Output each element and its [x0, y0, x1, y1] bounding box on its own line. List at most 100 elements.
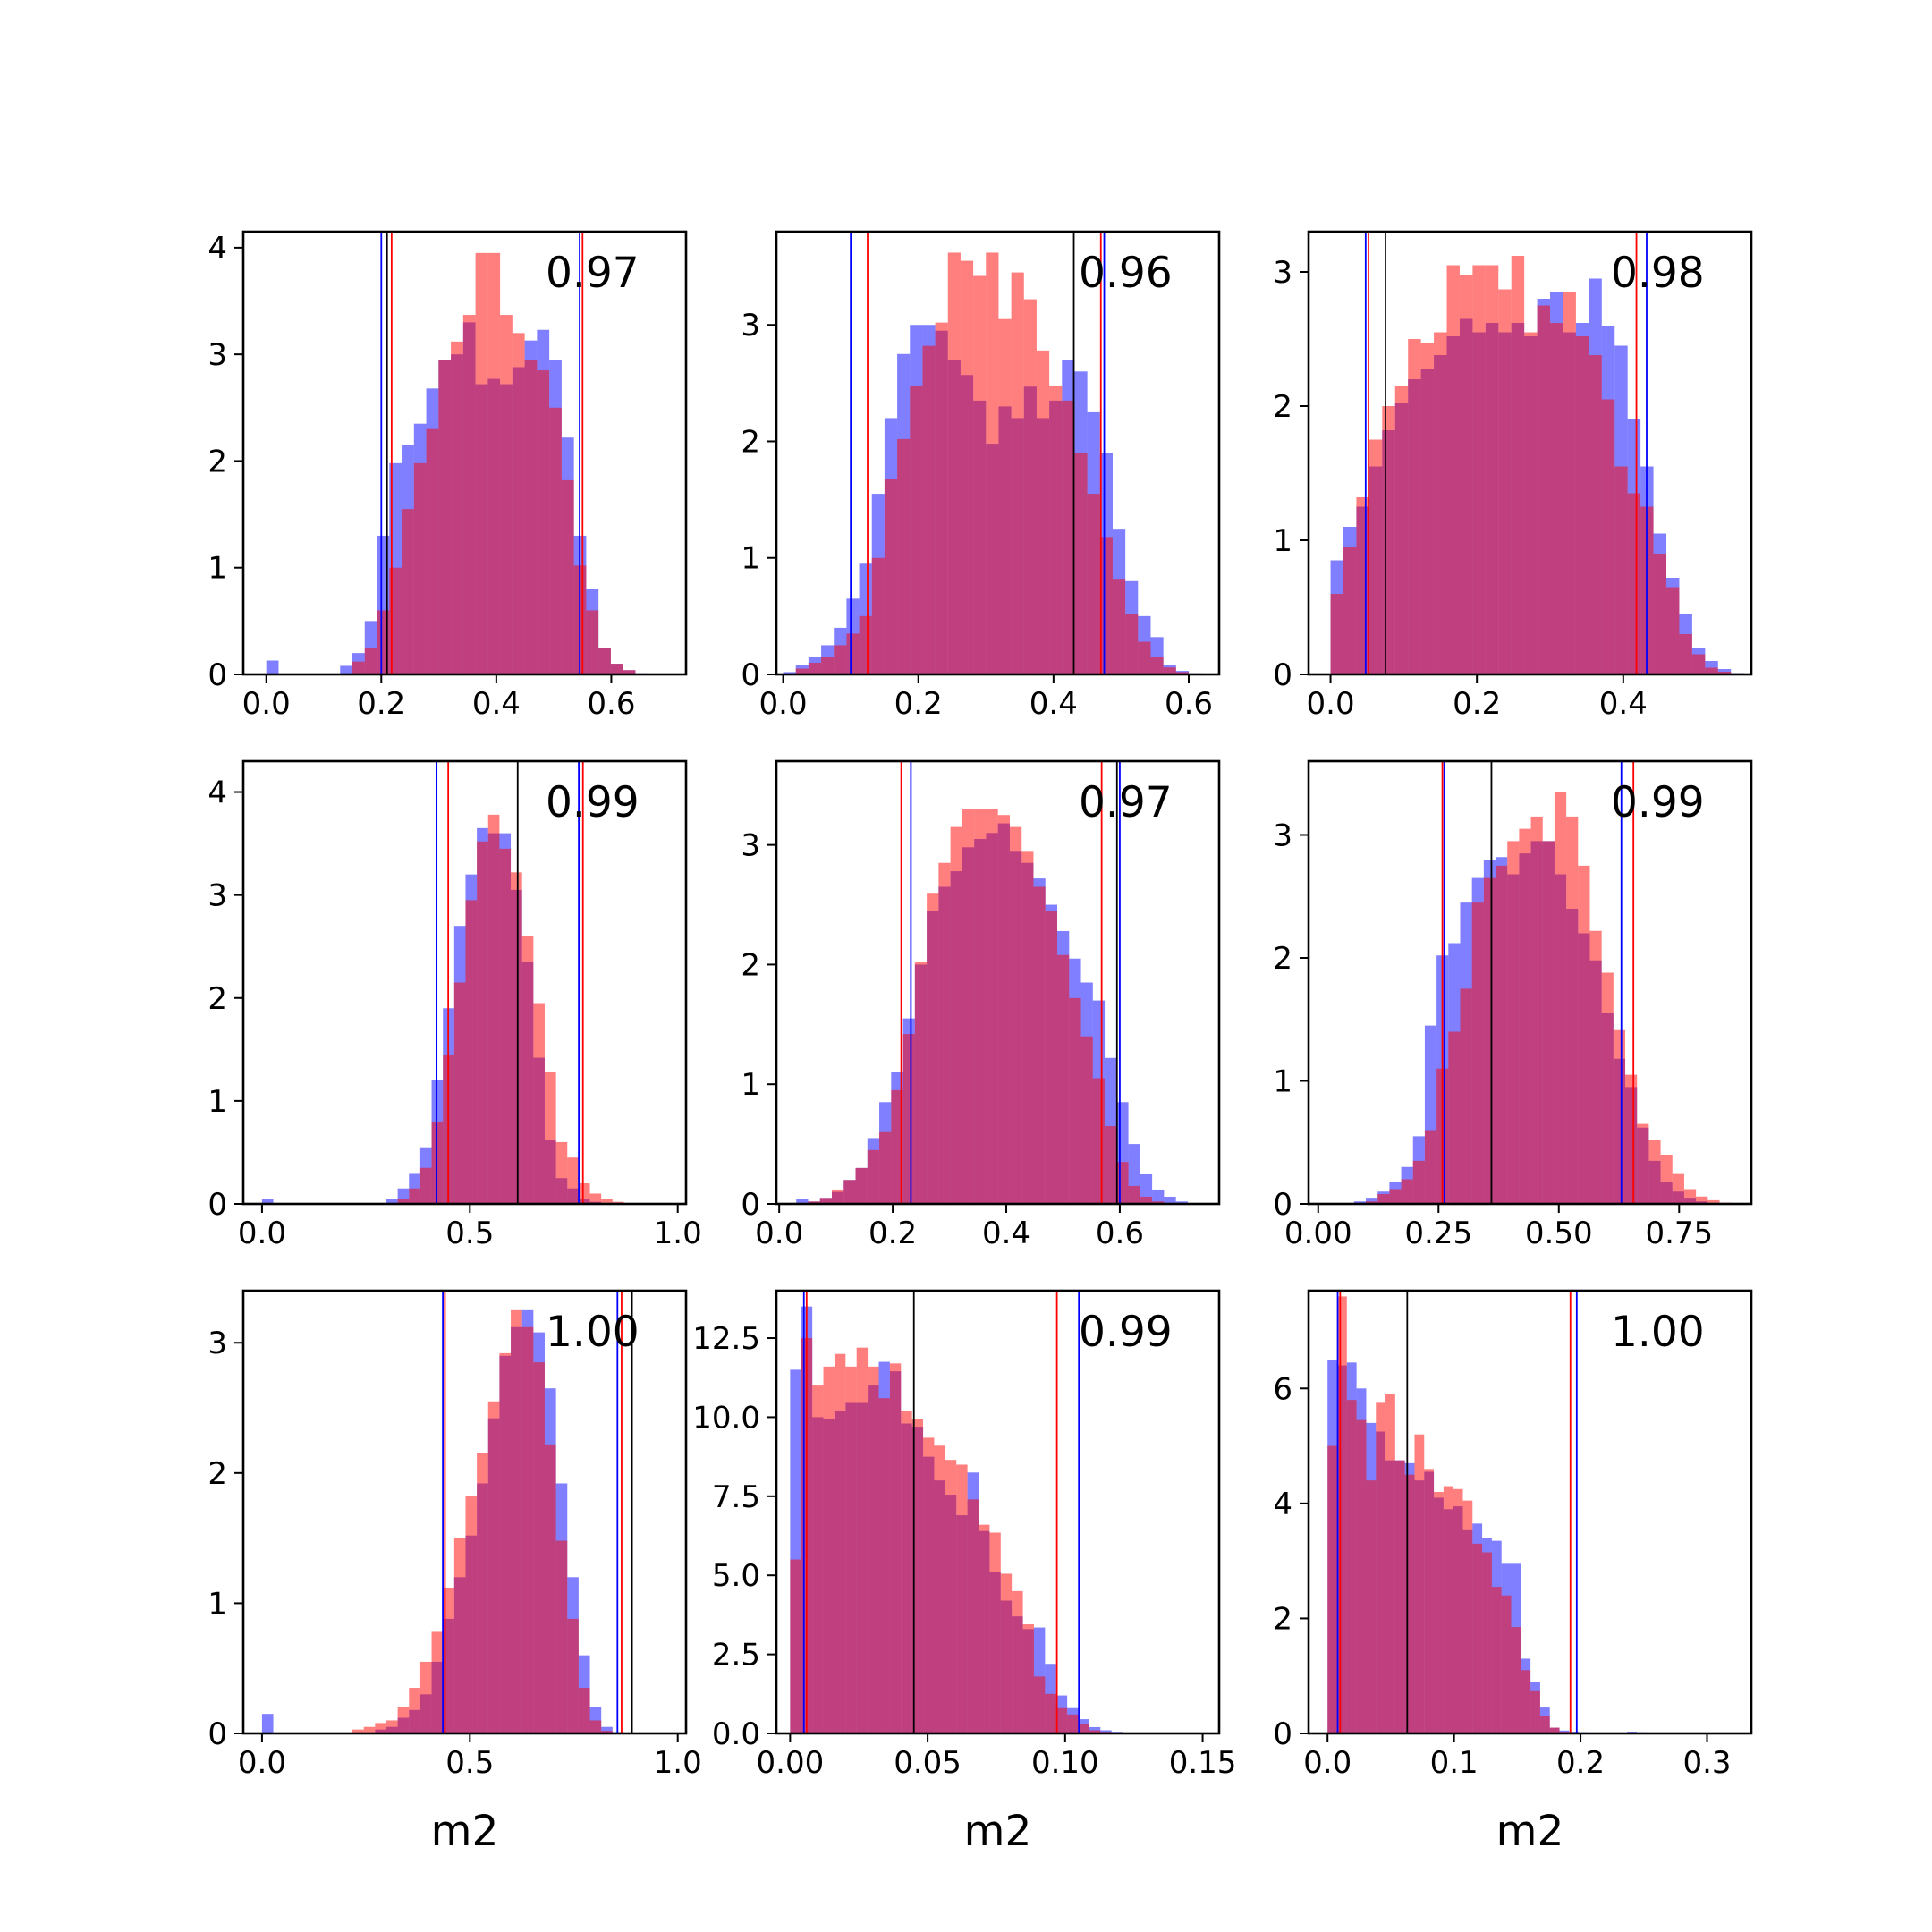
histogram-bar	[1000, 1573, 1013, 1733]
histogram-bar	[938, 862, 951, 1204]
histogram-bar	[1382, 406, 1395, 674]
subplot-2: 0.0 0.2 0.4 0.6 0 1 2 3 0.96	[741, 230, 1221, 722]
x-tick-label: 0.00	[757, 1745, 825, 1781]
subplot-6: 0.00 0.25 0.50 0.75 0 1 2 3 0.99	[1273, 759, 1753, 1251]
histogram-bar	[867, 1149, 880, 1204]
histogram-bar	[524, 360, 538, 674]
y-tick-label: 3	[741, 828, 760, 864]
histogram-bar	[586, 610, 599, 674]
annotation-value: 0.96	[1079, 249, 1173, 298]
histogram-bar	[544, 1072, 556, 1204]
histogram-bar	[1446, 265, 1460, 674]
histogram-bar	[462, 315, 476, 674]
histogram-bar	[477, 1453, 488, 1733]
histogram-bar	[989, 1532, 1001, 1733]
y-tick-label: 2	[741, 424, 760, 460]
axes-frame	[1307, 759, 1753, 1206]
y-tick-label: 4	[208, 775, 227, 811]
histogram-bar	[1087, 494, 1100, 674]
x-tick-label: 0.15	[1169, 1745, 1237, 1781]
histogram-bar	[986, 252, 999, 674]
histogram-bar	[1011, 272, 1024, 674]
histogram-bar	[1471, 902, 1484, 1204]
histogram-bar	[979, 1524, 990, 1733]
histogram-bar	[1550, 323, 1563, 674]
x-tick-label: 0.10	[1031, 1745, 1099, 1781]
histogram-bar	[500, 315, 513, 674]
histogram-bar	[1483, 877, 1496, 1204]
histogram-bar	[1175, 1201, 1188, 1204]
x-tick-label: 0.5	[445, 1216, 494, 1251]
histogram-bar	[1501, 1595, 1512, 1733]
histogram-bar	[1554, 792, 1567, 1204]
histogram-bar	[1539, 1716, 1550, 1733]
histogram-bar	[819, 1198, 833, 1204]
histogram-bar	[544, 1444, 556, 1733]
y-tick-label: 0	[741, 1187, 760, 1223]
histogram-bar	[1337, 1296, 1347, 1733]
y-tick-label: 3	[1273, 255, 1292, 291]
x-tick-label: 0.2	[1556, 1745, 1605, 1781]
histogram-bar	[499, 1352, 512, 1733]
histogram-bar	[1368, 439, 1383, 674]
histogram-bar	[1537, 305, 1551, 674]
histogram-bar	[1601, 399, 1615, 674]
histogram-bar	[1459, 275, 1473, 674]
histogram-bar	[934, 1445, 945, 1733]
histogram-bar	[567, 1618, 579, 1733]
histogram-bar	[1175, 672, 1189, 674]
histogram-bar	[1092, 1078, 1106, 1204]
y-tick-label: 0	[208, 1187, 227, 1223]
histogram-bar	[834, 645, 847, 674]
histogram-bar	[363, 1726, 376, 1733]
histogram-bar	[1549, 1727, 1560, 1733]
histogram-bar	[511, 1309, 522, 1733]
histogram-bar	[1485, 265, 1499, 674]
histogram-bar	[1023, 299, 1037, 674]
y-tick-label: 1	[208, 1586, 227, 1622]
histogram-bar	[973, 275, 987, 674]
histogram-bar	[1491, 1587, 1502, 1733]
histogram-bar	[935, 322, 948, 674]
histogram-bar	[1519, 828, 1531, 1204]
histogram-bar	[475, 252, 488, 674]
histogram-bar	[426, 428, 439, 674]
histogram-bar	[1653, 554, 1667, 674]
plot-area	[790, 1291, 1134, 1733]
histogram-bar	[352, 661, 365, 674]
histogram-bar	[808, 662, 822, 674]
histogram-bar	[1666, 587, 1680, 674]
histogram-bar	[521, 936, 534, 1204]
histogram-bar	[1613, 1029, 1626, 1204]
histogram-bar	[1462, 1500, 1473, 1733]
y-tick-label: 1	[741, 541, 760, 577]
histogram-bar	[1448, 1031, 1461, 1204]
x-tick-label: 0.3	[1682, 1745, 1731, 1781]
histogram-bar	[512, 333, 525, 674]
histogram-bar	[1057, 954, 1070, 1204]
histogram-bar	[1353, 1201, 1367, 1204]
histogram-bar	[1138, 641, 1151, 674]
histogram-bar	[1022, 1624, 1034, 1733]
y-tick-label: 3	[1273, 818, 1292, 854]
histogram-bar	[601, 1199, 613, 1204]
histogram-bar	[261, 1199, 274, 1204]
histogram-bar	[623, 670, 636, 674]
histogram-bar	[998, 318, 1012, 674]
histogram-bar	[451, 341, 463, 674]
histogram-bar	[1648, 1140, 1661, 1204]
y-tick-label: 10.0	[692, 1400, 760, 1436]
y-tick-label: 3	[741, 308, 760, 343]
histogram-bar	[537, 370, 550, 674]
plot-area	[266, 232, 648, 674]
histogram-bar	[1074, 453, 1088, 674]
histogram-bar	[598, 648, 611, 674]
histogram-bar	[1330, 594, 1343, 674]
axes-frame	[775, 230, 1221, 676]
histogram-bar	[1152, 1201, 1165, 1204]
histogram-bar	[601, 1726, 613, 1733]
subplot-1: 0.0 0.2 0.4 0.6 0 1 2 3 4 0.97	[208, 230, 688, 722]
y-tick-label: 1	[1273, 1064, 1292, 1100]
histogram-bar	[1356, 497, 1369, 674]
histogram-bar	[1045, 911, 1058, 1204]
